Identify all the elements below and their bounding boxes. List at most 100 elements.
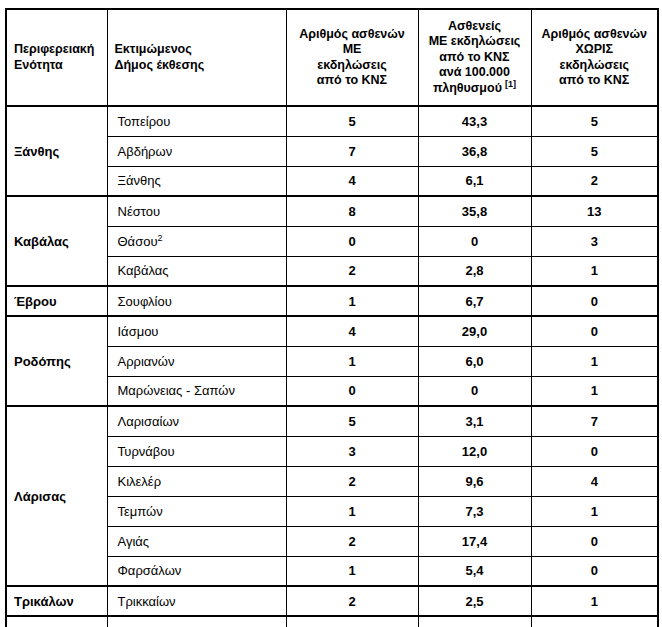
with-cns-cell: 3	[286, 436, 418, 466]
col-header-with-cns-label: Αριθμός ασθενών ΜΕ εκδηλώσεις από το ΚΝΣ	[299, 27, 405, 88]
region-cell: Ξάνθης	[6, 106, 107, 196]
document-page: Περιφερειακή Ενότητα Εκτιμώμενος Δήμος έ…	[5, 8, 659, 627]
without-cns-cell: 5	[531, 106, 658, 136]
without-cns-cell: 1	[531, 586, 658, 616]
with-cns-cell: 2	[286, 526, 418, 556]
table-header: Περιφερειακή Ενότητα Εκτιμώμενος Δήμος έ…	[6, 9, 658, 106]
per-100k-cell: 43,3	[418, 106, 531, 136]
municipality-cell: Ιάσμου	[107, 316, 286, 346]
with-cns-cell: 5	[286, 106, 418, 136]
col-header-with-cns: Αριθμός ασθενών ΜΕ εκδηλώσεις από το ΚΝΣ	[286, 9, 418, 106]
per-100k-cell: 12,0	[418, 436, 531, 466]
col-header-without-cns-label: Αριθμός ασθενών ΧΩΡΙΣ εκδηλώσεις από το …	[541, 27, 647, 88]
without-cns-cell: 4	[531, 466, 658, 496]
per-100k-cell	[418, 616, 531, 627]
cases-table: Περιφερειακή Ενότητα Εκτιμώμενος Δήμος έ…	[5, 8, 659, 627]
per-100k-cell: 2,8	[418, 256, 531, 286]
with-cns-cell: 2	[286, 256, 418, 286]
municipality-cell: Τρικκαίων	[107, 586, 286, 616]
municipality-cell: Μαρώνειας - Σαπών	[107, 376, 286, 406]
without-cns-cell	[531, 616, 658, 627]
municipality-cell: Αβδήρων	[107, 136, 286, 166]
table-row: ΤρικάλωνΤρικκαίων22,51	[6, 586, 658, 616]
per-100k-cell: 0	[418, 376, 531, 406]
municipality-cell: Τεμπών	[107, 496, 286, 526]
per-100k-cell: 7,3	[418, 496, 531, 526]
without-cns-cell: 0	[531, 556, 658, 586]
per-100k-cell: 36,8	[418, 136, 531, 166]
region-cell: Καβάλας	[6, 196, 107, 286]
with-cns-cell: 4	[286, 316, 418, 346]
with-cns-cell: 1	[286, 346, 418, 376]
region-cell: Λάρισας	[6, 406, 107, 586]
col-header-without-cns: Αριθμός ασθενών ΧΩΡΙΣ εκδηλώσεις από το …	[531, 9, 658, 106]
per-100k-cell: 9,6	[418, 466, 531, 496]
per-100k-cell: 35,8	[418, 196, 531, 226]
municipality-cell: Αρριανών	[107, 346, 286, 376]
without-cns-cell: 7	[531, 406, 658, 436]
table-row: ΡοδόπηςΙάσμου429,00	[6, 316, 658, 346]
header-row: Περιφερειακή Ενότητα Εκτιμώμενος Δήμος έ…	[6, 9, 658, 106]
region-cell: Ροδόπης	[6, 316, 107, 406]
with-cns-cell: 1	[286, 556, 418, 586]
without-cns-cell: 0	[531, 286, 658, 316]
col-header-municipality-label: Εκτιμώμενος Δήμος έκθεσης	[115, 42, 205, 72]
region-cell: Τρικάλων	[6, 586, 107, 616]
with-cns-cell: 0	[286, 226, 418, 256]
table-body: ΞάνθηςΤοπείρου543,35Αβδήρων736,85Ξάνθης4…	[6, 106, 658, 627]
with-cns-cell: 1	[286, 286, 418, 316]
without-cns-cell: 0	[531, 436, 658, 466]
per-100k-cell: 2,5	[418, 586, 531, 616]
with-cns-cell: 7	[286, 136, 418, 166]
municipality-cell: Αγιάς	[107, 526, 286, 556]
without-cns-cell: 0	[531, 316, 658, 346]
municipality-cell: Λαρισαίων	[107, 406, 286, 436]
municipality-cell: Φαρσάλων	[107, 556, 286, 586]
region-cell	[6, 616, 107, 627]
table-row: ΛάρισαςΛαρισαίων53,17	[6, 406, 658, 436]
with-cns-cell: 2	[286, 586, 418, 616]
municipality-cell: Καβάλας	[107, 256, 286, 286]
municipality-cell: Κιλελέρ	[107, 466, 286, 496]
partial-row	[6, 616, 658, 627]
without-cns-cell: 1	[531, 376, 658, 406]
without-cns-cell: 2	[531, 166, 658, 196]
without-cns-cell: 5	[531, 136, 658, 166]
table-row: ΚαβάλαςΝέστου835,813	[6, 196, 658, 226]
with-cns-cell: 1	[286, 496, 418, 526]
without-cns-cell: 1	[531, 346, 658, 376]
without-cns-cell: 1	[531, 256, 658, 286]
col-header-per-100k: Ασθενείς ΜΕ εκδηλώσεις από το ΚΝΣ ανά 10…	[418, 9, 531, 106]
municipality-cell: Σουφλίου	[107, 286, 286, 316]
col-header-region-label: Περιφερειακή Ενότητα	[14, 42, 94, 72]
table-row: ΈβρουΣουφλίου16,70	[6, 286, 658, 316]
with-cns-cell: 5	[286, 406, 418, 436]
per-100k-cell: 29,0	[418, 316, 531, 346]
with-cns-cell: 0	[286, 376, 418, 406]
per-100k-cell: 17,4	[418, 526, 531, 556]
per-100k-cell: 5,4	[418, 556, 531, 586]
municipality-cell: Νέστου	[107, 196, 286, 226]
per-100k-cell: 6,0	[418, 346, 531, 376]
without-cns-cell: 13	[531, 196, 658, 226]
footnote-marker: [1]	[505, 79, 516, 89]
municipality-cell: Ξάνθης	[107, 166, 286, 196]
without-cns-cell: 1	[531, 496, 658, 526]
table-row: ΞάνθηςΤοπείρου543,35	[6, 106, 658, 136]
with-cns-cell: 4	[286, 166, 418, 196]
municipality-cell: Τυρνάβου	[107, 436, 286, 466]
with-cns-cell	[286, 616, 418, 627]
per-100k-cell: 3,1	[418, 406, 531, 436]
per-100k-cell: 6,1	[418, 166, 531, 196]
municipality-cell: Θάσου2	[107, 226, 286, 256]
region-cell: Έβρου	[6, 286, 107, 316]
without-cns-cell: 0	[531, 526, 658, 556]
municipality-cell: Τοπείρου	[107, 106, 286, 136]
with-cns-cell: 8	[286, 196, 418, 226]
with-cns-cell: 2	[286, 466, 418, 496]
municipality-footnote-marker: 2	[158, 232, 163, 242]
per-100k-cell: 0	[418, 226, 531, 256]
col-header-region: Περιφερειακή Ενότητα	[6, 9, 107, 106]
per-100k-cell: 6,7	[418, 286, 531, 316]
without-cns-cell: 3	[531, 226, 658, 256]
